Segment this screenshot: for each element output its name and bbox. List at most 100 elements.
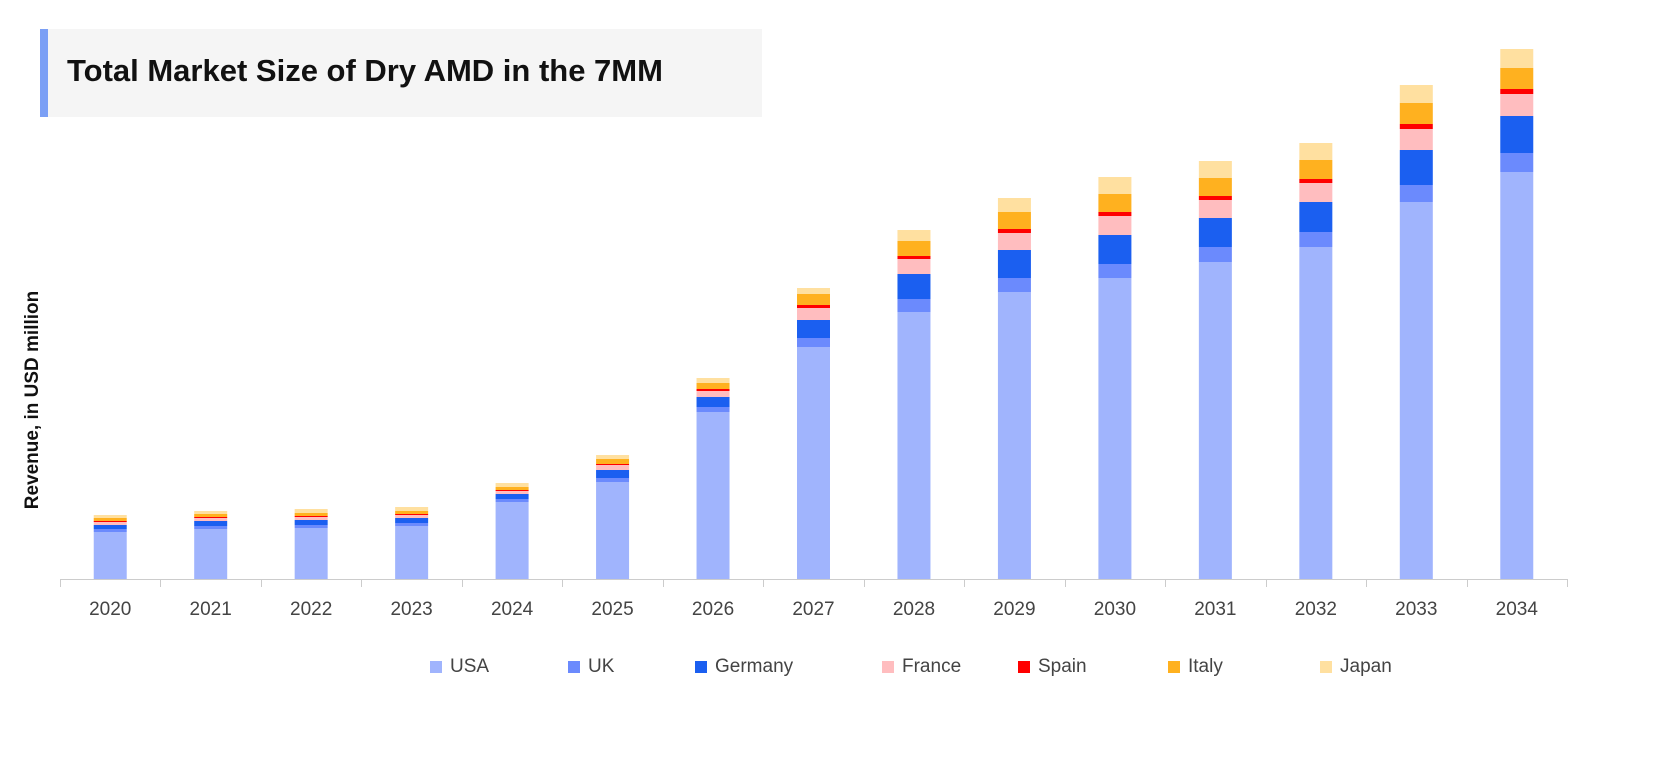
legend: USA UK Germany France Spain Italy Japan <box>0 656 1667 684</box>
bar-segment-italy-2027 <box>797 294 830 305</box>
bar-segment-usa-2023 <box>395 526 429 579</box>
bar-segment-france-2031 <box>1198 200 1232 218</box>
x-tick-label: 2024 <box>491 599 534 620</box>
x-tick-label: 2027 <box>792 599 834 620</box>
bar-segment-usa-2022 <box>294 528 328 579</box>
chart-title: Total Market Size of Dry AMD in the 7MM <box>67 53 663 88</box>
bar-segment-japan-2025 <box>596 455 630 459</box>
bar-segment-uk-2032 <box>1299 232 1333 247</box>
bar-segment-france-2034 <box>1500 94 1534 116</box>
x-tick-label: 2026 <box>692 599 734 620</box>
x-tick-label: 2034 <box>1496 599 1539 620</box>
bar-segment-usa-2030 <box>1098 278 1132 579</box>
bar-segment-usa-2032 <box>1299 247 1333 579</box>
bar-segment-japan-2028 <box>897 230 931 241</box>
bar-segment-italy-2031 <box>1198 178 1232 196</box>
bar-segment-germany-2022 <box>294 520 328 525</box>
bar-segment-spain-2026 <box>696 389 730 391</box>
bar-segment-france-2022 <box>294 517 328 520</box>
x-tick-label: 2028 <box>893 599 935 620</box>
bar-segment-spain-2033 <box>1399 124 1433 129</box>
bar-segment-germany-2020 <box>93 525 127 529</box>
legend-label: Japan <box>1340 656 1392 677</box>
bar-segment-japan-2029 <box>997 198 1031 212</box>
bar-segment-italy-2029 <box>997 212 1031 229</box>
bar-segment-germany-2032 <box>1299 202 1333 232</box>
bar-segment-italy-2028 <box>897 241 931 256</box>
bar-segment-france-2027 <box>797 308 830 320</box>
bar-segment-uk-2023 <box>395 523 429 526</box>
bar-segment-japan-2021 <box>194 511 228 514</box>
bar-segment-japan-2023 <box>395 507 429 511</box>
bar-segment-spain-2028 <box>897 256 931 259</box>
legend-swatch <box>1018 661 1030 673</box>
bar-segment-uk-2021 <box>194 526 228 529</box>
legend-item-germany[interactable]: Germany <box>695 656 793 678</box>
bar-segment-germany-2030 <box>1098 235 1132 264</box>
bar-segment-japan-2033 <box>1399 85 1433 103</box>
legend-label: Italy <box>1188 656 1223 677</box>
bar-segment-usa-2029 <box>997 292 1031 579</box>
x-tick-label: 2031 <box>1194 599 1236 620</box>
bar-segment-japan-2031 <box>1198 161 1232 178</box>
bar-segment-germany-2028 <box>897 274 931 299</box>
bar-segment-japan-2032 <box>1299 143 1333 160</box>
bar-segment-italy-2025 <box>596 459 630 464</box>
legend-item-france[interactable]: France <box>882 656 961 678</box>
bar-segment-spain-2022 <box>294 516 328 517</box>
legend-item-uk[interactable]: UK <box>568 656 614 678</box>
legend-label: France <box>902 656 962 677</box>
legend-item-japan[interactable]: Japan <box>1320 656 1392 678</box>
bar-segment-germany-2031 <box>1198 218 1232 247</box>
bar-segment-france-2030 <box>1098 216 1132 235</box>
bar-segment-spain-2021 <box>194 517 228 518</box>
bar-segment-japan-2030 <box>1098 177 1132 194</box>
bar-segment-uk-2030 <box>1098 264 1132 278</box>
bar-segment-japan-2024 <box>495 483 529 487</box>
title-accent-bar <box>40 29 48 117</box>
legend-item-spain[interactable]: Spain <box>1018 656 1087 678</box>
bar-segment-spain-2029 <box>997 229 1031 233</box>
bar-segment-france-2028 <box>897 259 931 274</box>
x-tick-label: 2032 <box>1295 599 1337 620</box>
bar-segment-germany-2027 <box>797 320 830 338</box>
bar-segment-france-2026 <box>696 391 730 397</box>
bar-segment-usa-2028 <box>897 312 931 579</box>
legend-swatch <box>568 661 580 673</box>
bar-segment-germany-2033 <box>1399 150 1433 185</box>
bar-segment-spain-2027 <box>797 305 830 308</box>
bar-segment-germany-2023 <box>395 518 429 523</box>
bar-segment-usa-2026 <box>696 412 730 579</box>
bar-segment-italy-2030 <box>1098 194 1132 212</box>
bar-segment-uk-2029 <box>997 278 1031 292</box>
bar-segment-france-2023 <box>395 515 429 518</box>
bar-segment-japan-2022 <box>294 509 328 513</box>
x-tick-label: 2023 <box>390 599 432 620</box>
bar-segment-france-2021 <box>194 518 228 521</box>
legend-item-italy[interactable]: Italy <box>1168 656 1223 678</box>
bar-segment-usa-2020 <box>93 532 127 579</box>
bar-segment-spain-2034 <box>1500 89 1534 94</box>
bar-segment-germany-2024 <box>495 494 529 499</box>
bar-segment-spain-2020 <box>93 521 127 522</box>
legend-label: Spain <box>1038 656 1087 677</box>
legend-item-usa[interactable]: USA <box>430 656 489 678</box>
bar-segment-uk-2031 <box>1198 247 1232 262</box>
bar-segment-germany-2025 <box>596 470 630 478</box>
x-tick-label: 2033 <box>1395 599 1437 620</box>
legend-swatch <box>695 661 707 673</box>
bar-segment-uk-2022 <box>294 525 328 528</box>
bar-segment-uk-2025 <box>596 478 630 482</box>
bar-segment-usa-2021 <box>194 529 228 579</box>
bar-segment-spain-2025 <box>596 464 630 465</box>
bar-segment-france-2032 <box>1299 183 1333 202</box>
x-tick-label: 2029 <box>993 599 1035 620</box>
x-tick-label: 2020 <box>89 599 131 620</box>
bar-segment-uk-2024 <box>495 499 529 502</box>
bar-segment-japan-2034 <box>1500 49 1534 68</box>
bar-segment-japan-2027 <box>797 288 830 294</box>
bar-segment-italy-2026 <box>696 383 730 389</box>
legend-swatch <box>882 661 894 673</box>
legend-label: USA <box>450 656 490 677</box>
